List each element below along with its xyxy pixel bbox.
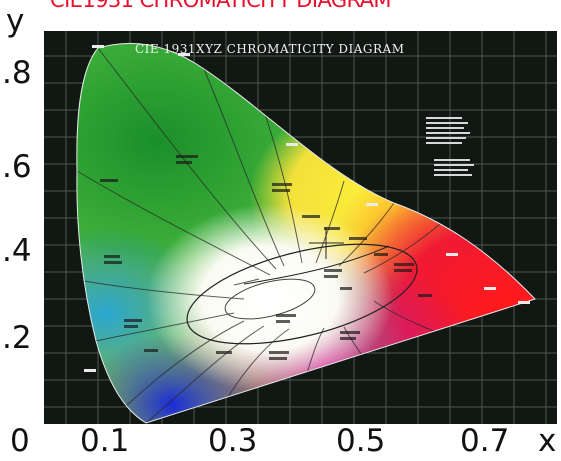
- x-tick-0.3: 0.3: [208, 423, 258, 459]
- x-tick-0.5: 0.5: [336, 423, 386, 459]
- y-tick-0.6: .6: [2, 149, 32, 185]
- chromaticity-diagram: CIE 1931XYZ CHROMATICITY DIAGRAM: [44, 31, 557, 424]
- y-tick-0.2: .2: [2, 320, 32, 356]
- wavelength-blips: [84, 45, 530, 372]
- x-tick-0.1: 0.1: [80, 423, 130, 459]
- header-title: CIE1931 CHROMATICITY DIAGRAM: [50, 0, 392, 12]
- region-label-blips: [100, 155, 432, 360]
- x-tick-0: 0: [10, 423, 30, 459]
- legend-blips: [426, 117, 474, 176]
- y-tick-0.8: .8: [2, 55, 32, 91]
- y-tick-0.4: .4: [2, 233, 32, 269]
- x-axis-label: x: [538, 423, 557, 459]
- spectral-locus-fill: [76, 43, 535, 423]
- diagram-title: CIE 1931XYZ CHROMATICITY DIAGRAM: [135, 42, 404, 56]
- y-axis-label: y: [6, 3, 25, 39]
- x-tick-0.7: 0.7: [460, 423, 510, 459]
